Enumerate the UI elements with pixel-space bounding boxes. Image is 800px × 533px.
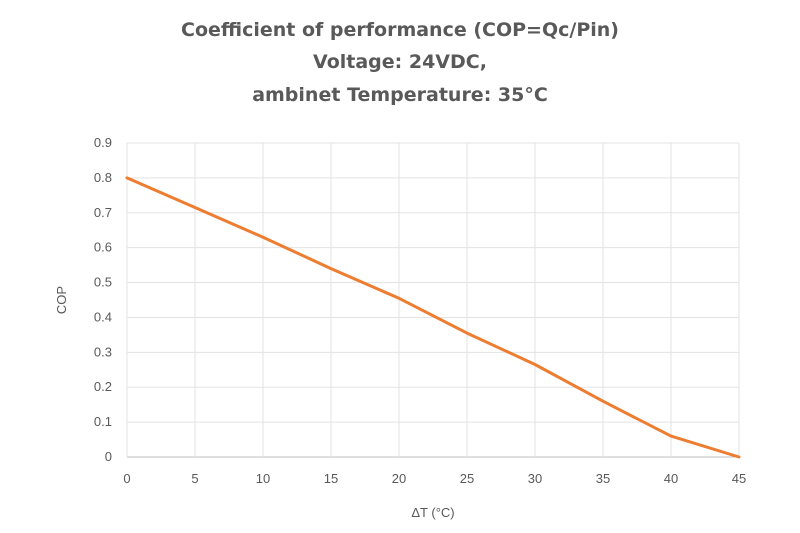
y-tick-label: 0.2 (94, 379, 112, 394)
x-tick-label: 35 (596, 471, 610, 486)
grid (126, 142, 740, 458)
chart-title-line-2: Voltage: 24VDC, (313, 51, 487, 73)
y-tick-label: 0.3 (94, 344, 112, 359)
series-layer (125, 176, 741, 459)
x-axis-title: ΔT (°C) (411, 505, 454, 520)
x-tick-label: 40 (664, 471, 678, 486)
x-tick-label: 0 (123, 471, 130, 486)
x-tick-label: 45 (732, 471, 746, 486)
tick-labels: 0 0.1 0.2 0.3 0.4 0.5 0.6 0.7 0.8 0.9 0 5 10 15 20 25 30… (94, 135, 746, 486)
x-tick-label: 5 (191, 471, 198, 486)
series-line (125, 176, 741, 459)
x-tick-label: 30 (528, 471, 542, 486)
y-tick-label: 0.5 (94, 275, 112, 290)
y-tick-label: 0.6 (94, 240, 112, 255)
y-tick-label: 0.7 (94, 205, 112, 220)
y-tick-label: 0.9 (94, 135, 112, 150)
y-axis-title: COP (54, 286, 69, 314)
chart-title-line-3: ambinet Temperature: 35°C (252, 84, 548, 106)
x-tick-label: 20 (392, 471, 406, 486)
y-tick-label: 0.8 (94, 170, 112, 185)
x-tick-label: 25 (460, 471, 474, 486)
chart-title-line-1: Coefficient of performance (COP=Qc/Pin) (181, 19, 619, 41)
y-tick-label: 0.4 (94, 309, 112, 324)
x-tick-label: 15 (324, 471, 338, 486)
y-tick-label: 0.1 (94, 414, 112, 429)
y-tick-label: 0 (105, 449, 112, 464)
x-tick-label: 10 (256, 471, 270, 486)
